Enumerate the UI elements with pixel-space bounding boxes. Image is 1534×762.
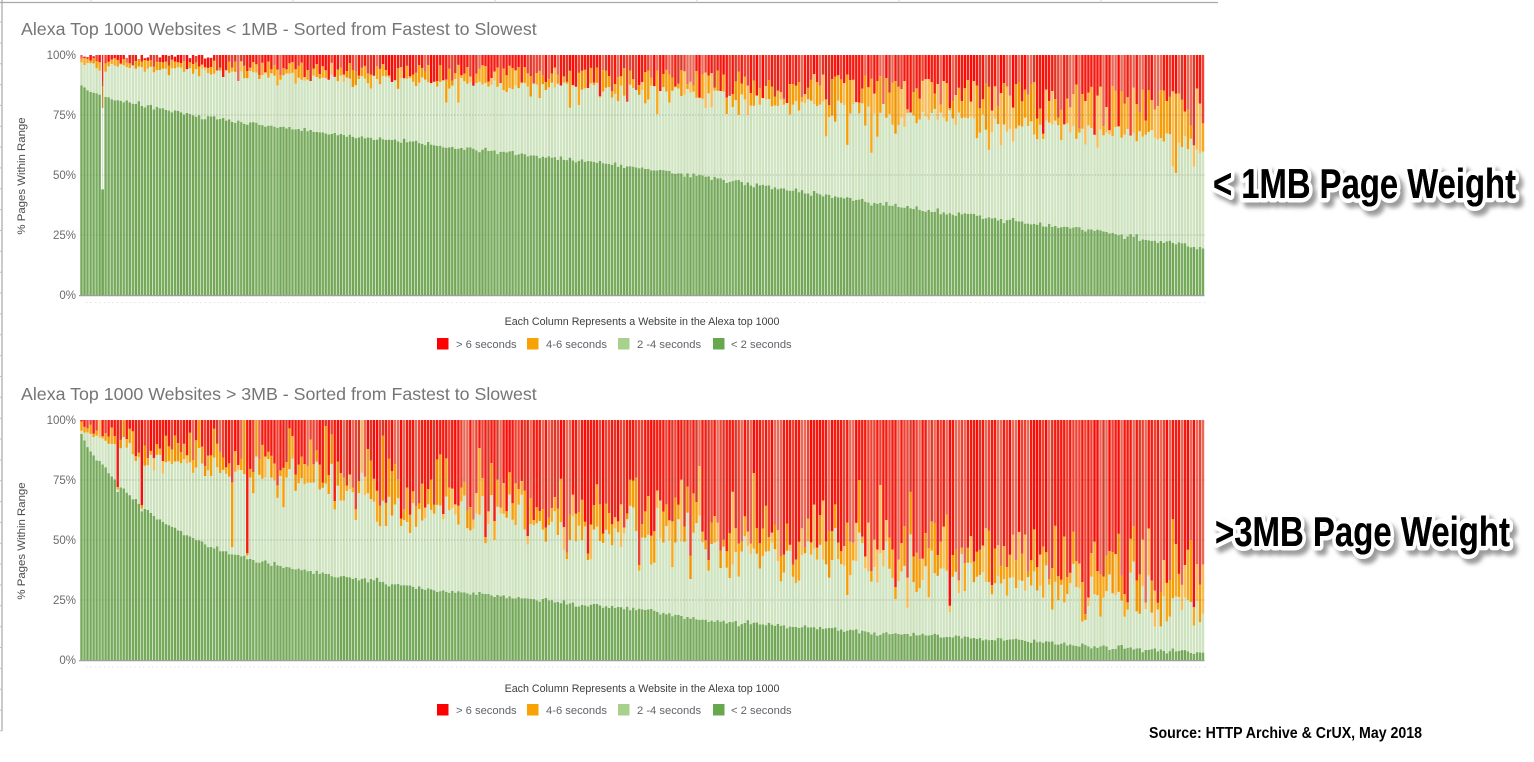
svg-text:< 2 seconds: < 2 seconds [731, 705, 792, 717]
svg-text:>3MB Page Weight: >3MB Page Weight [1215, 508, 1510, 555]
svg-text:< 1MB Page Weight: < 1MB Page Weight [1213, 160, 1516, 207]
svg-text:% Pages Within Range: % Pages Within Range [16, 117, 28, 234]
svg-text:> 6 seconds: > 6 seconds [456, 339, 517, 351]
svg-text:Alexa Top 1000 Websites < 1MB: Alexa Top 1000 Websites < 1MB - Sorted f… [21, 19, 537, 39]
svg-text:2 -4 seconds: 2 -4 seconds [637, 339, 701, 351]
svg-text:25%: 25% [53, 230, 76, 242]
svg-text:100%: 100% [47, 415, 76, 427]
svg-text:Each Column Represents a Websi: Each Column Represents a Website in the … [505, 683, 780, 695]
svg-text:25%: 25% [53, 595, 76, 607]
svg-text:50%: 50% [53, 170, 76, 182]
svg-text:4-6 seconds: 4-6 seconds [546, 705, 607, 717]
svg-text:Source: HTTP Archive & CrUX, M: Source: HTTP Archive & CrUX, May 2018 [1149, 725, 1422, 742]
svg-text:< 1MB Page Weight: < 1MB Page Weight [1213, 160, 1516, 207]
svg-text:% Pages Within Range: % Pages Within Range [16, 482, 28, 599]
svg-text:75%: 75% [53, 475, 76, 487]
svg-text:0%: 0% [59, 655, 76, 667]
svg-text:100%: 100% [47, 50, 76, 62]
svg-text:Alexa Top 1000 Websites > 3MB: Alexa Top 1000 Websites > 3MB - Sorted f… [21, 384, 537, 404]
svg-text:75%: 75% [53, 110, 76, 122]
svg-text:Each Column Represents a Websi: Each Column Represents a Website in the … [505, 316, 780, 328]
svg-text:0%: 0% [59, 290, 76, 302]
svg-text:>3MB Page Weight: >3MB Page Weight [1215, 508, 1510, 555]
svg-text:> 6 seconds: > 6 seconds [456, 705, 517, 717]
svg-text:50%: 50% [53, 535, 76, 547]
svg-text:< 2 seconds: < 2 seconds [731, 339, 792, 351]
svg-text:4-6 seconds: 4-6 seconds [546, 339, 607, 351]
svg-text:2 -4 seconds: 2 -4 seconds [637, 705, 701, 717]
